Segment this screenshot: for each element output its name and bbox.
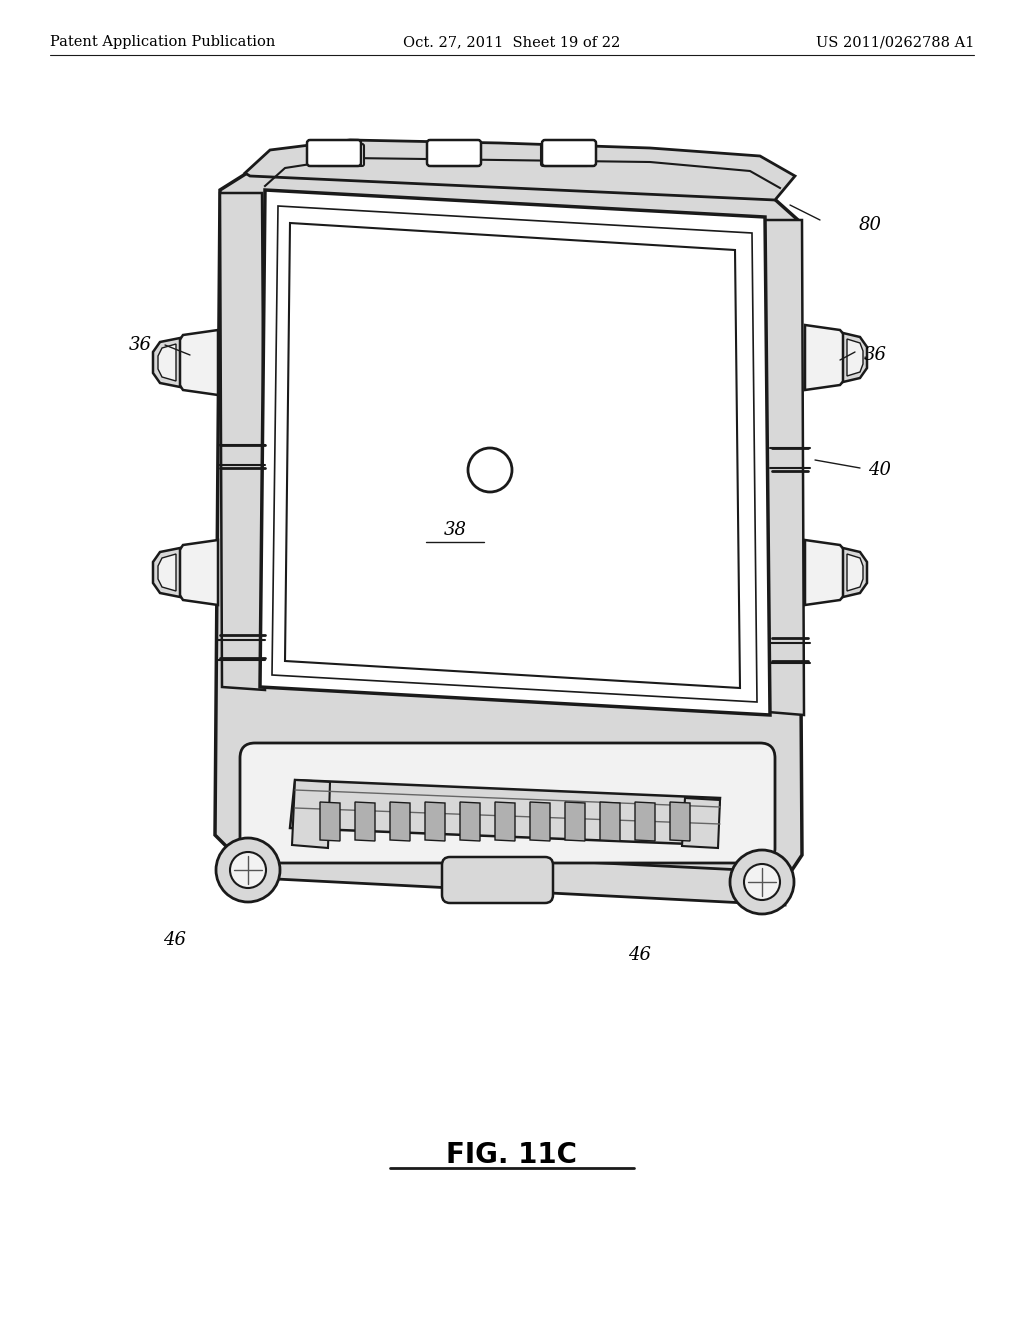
Polygon shape xyxy=(805,325,853,389)
Polygon shape xyxy=(285,223,740,688)
Polygon shape xyxy=(290,780,720,845)
Polygon shape xyxy=(319,803,340,841)
Text: 40: 40 xyxy=(868,461,892,479)
Polygon shape xyxy=(215,168,802,888)
FancyBboxPatch shape xyxy=(542,140,596,166)
Polygon shape xyxy=(600,803,620,841)
Polygon shape xyxy=(847,339,863,376)
Text: 36: 36 xyxy=(128,337,152,354)
FancyBboxPatch shape xyxy=(240,743,775,863)
Text: 36: 36 xyxy=(863,346,887,364)
FancyBboxPatch shape xyxy=(427,140,481,166)
Polygon shape xyxy=(460,803,480,841)
Polygon shape xyxy=(173,540,218,605)
Circle shape xyxy=(468,447,512,492)
Polygon shape xyxy=(682,799,720,847)
Text: 46: 46 xyxy=(164,931,186,949)
Polygon shape xyxy=(153,548,180,597)
Polygon shape xyxy=(847,554,863,591)
Text: US 2011/0262788 A1: US 2011/0262788 A1 xyxy=(816,36,974,49)
FancyBboxPatch shape xyxy=(442,857,553,903)
Polygon shape xyxy=(158,345,176,381)
Polygon shape xyxy=(355,803,375,841)
Polygon shape xyxy=(843,333,867,381)
Polygon shape xyxy=(153,338,180,387)
Polygon shape xyxy=(260,190,770,715)
Circle shape xyxy=(230,851,266,888)
Polygon shape xyxy=(530,803,550,841)
Polygon shape xyxy=(565,803,585,841)
Polygon shape xyxy=(425,803,445,841)
Polygon shape xyxy=(843,548,867,597)
Text: 80: 80 xyxy=(858,216,882,234)
Polygon shape xyxy=(670,803,690,841)
Circle shape xyxy=(730,850,794,913)
FancyBboxPatch shape xyxy=(316,144,364,166)
FancyBboxPatch shape xyxy=(541,144,589,166)
Polygon shape xyxy=(173,330,218,395)
Polygon shape xyxy=(805,540,853,605)
Polygon shape xyxy=(237,845,785,906)
Polygon shape xyxy=(292,780,330,847)
Polygon shape xyxy=(762,220,804,715)
Text: 38: 38 xyxy=(443,521,467,539)
Circle shape xyxy=(744,865,780,900)
Text: Patent Application Publication: Patent Application Publication xyxy=(50,36,275,49)
Polygon shape xyxy=(158,554,176,591)
Polygon shape xyxy=(495,803,515,841)
FancyBboxPatch shape xyxy=(307,140,361,166)
Polygon shape xyxy=(245,140,795,201)
Circle shape xyxy=(216,838,280,902)
Polygon shape xyxy=(390,803,410,841)
Polygon shape xyxy=(635,803,655,841)
Polygon shape xyxy=(255,760,760,861)
FancyBboxPatch shape xyxy=(431,144,479,166)
Text: Oct. 27, 2011  Sheet 19 of 22: Oct. 27, 2011 Sheet 19 of 22 xyxy=(403,36,621,49)
Polygon shape xyxy=(220,193,265,690)
Text: 46: 46 xyxy=(629,946,651,964)
Text: FIG. 11C: FIG. 11C xyxy=(446,1140,578,1170)
